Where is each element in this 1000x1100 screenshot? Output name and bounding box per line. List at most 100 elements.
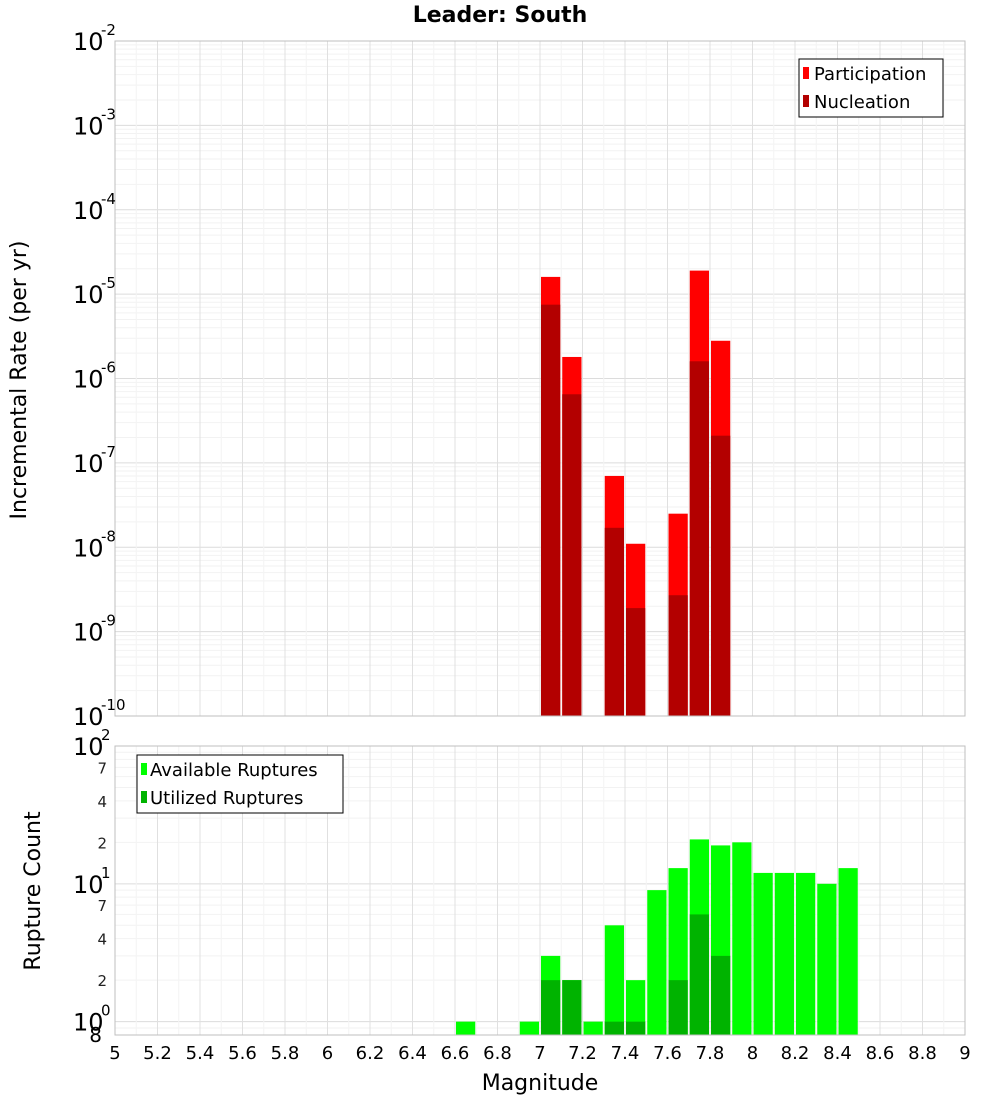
x-tick-label: 7.2: [568, 1043, 597, 1064]
available-legend-label: Available Ruptures: [150, 760, 318, 781]
bottom-y-tick: 100: [73, 1002, 111, 1037]
available-ruptures-bar: [817, 883, 837, 1035]
top-y-tick: 10-9: [73, 612, 116, 647]
nucleation-bar: [668, 595, 688, 716]
bottom-y-minor-tick: 8: [89, 1023, 102, 1047]
available-ruptures-bar: [774, 872, 794, 1035]
tick-base: 10: [73, 534, 104, 562]
utilized-ruptures-bar: [689, 914, 709, 1035]
bottom-y-minor-tick: 2: [97, 972, 107, 990]
top-y-tick: 10-10: [73, 696, 126, 731]
nucleation-legend-label: Nucleation: [814, 92, 910, 113]
x-tick-labels: 5 5.2 5.4 5.6 5.8 6 6.2 6.4 6.6 6.8 7 7.2 7.4 7.6 7.8 8…: [109, 1043, 970, 1064]
x-tick-label: 8.4: [823, 1043, 852, 1064]
x-tick-label: 8.2: [781, 1043, 810, 1064]
tick-base: 10: [73, 619, 104, 647]
tick-exponent: -2: [101, 21, 116, 39]
utilized-ruptures-bar: [541, 980, 561, 1035]
x-tick-label: 6: [322, 1043, 333, 1064]
available-ruptures-bar: [626, 980, 646, 1035]
bottom-y-minor-tick: 2: [97, 834, 107, 852]
tick-exponent: -10: [101, 696, 126, 714]
tick-exponent: -6: [101, 359, 116, 377]
top-y-tick: 10-5: [73, 274, 116, 309]
x-tick-label: 5.6: [228, 1043, 257, 1064]
top-y-tick: 10-7: [73, 443, 116, 478]
tick-exponent: -3: [101, 105, 116, 123]
tick-exponent: -9: [101, 612, 116, 630]
tick-exponent: -8: [101, 527, 116, 545]
tick-base: 10: [73, 281, 104, 309]
bottom-legend: Available Ruptures Utilized Ruptures: [136, 754, 344, 814]
nucleation-bar: [626, 608, 646, 716]
available-ruptures-bar: [753, 872, 773, 1035]
tick-base: 10: [73, 733, 104, 761]
tick-base: 10: [73, 450, 104, 478]
utilized-ruptures-bar: [711, 955, 731, 1035]
x-axis-label: Magnitude: [482, 1071, 599, 1096]
utilized-ruptures-bar: [668, 980, 688, 1035]
tick-exponent: 1: [101, 864, 111, 882]
bottom-y-tick: 102: [73, 726, 111, 761]
participation-legend-swatch: [803, 67, 809, 79]
available-ruptures-bar: [647, 890, 667, 1035]
utilized-legend-label: Utilized Ruptures: [150, 788, 303, 809]
x-tick-label: 5.4: [186, 1043, 215, 1064]
available-ruptures-bar: [519, 1021, 539, 1035]
tick-exponent: -4: [101, 190, 116, 208]
tick-base: 10: [73, 366, 104, 394]
bottom-legend-box: [136, 754, 344, 814]
tick-base: 10: [73, 703, 104, 731]
available-ruptures-bar: [838, 868, 858, 1035]
bottom-y-minor-tick: 4: [97, 931, 107, 949]
utilized-ruptures-bar: [604, 1021, 624, 1035]
top-y-tick: 10-4: [73, 190, 116, 225]
tick-base: 10: [73, 871, 104, 899]
bottom-y-minor-tick: 7: [97, 759, 107, 777]
nucleation-bar: [604, 527, 624, 716]
x-tick-label: 8: [747, 1043, 758, 1064]
bottom-y-axis-label: Rupture Count: [21, 811, 46, 971]
top-plot-border: [114, 40, 966, 717]
bottom-y-minor-tick: 7: [97, 897, 107, 915]
tick-exponent: 0: [101, 1002, 111, 1020]
x-tick-label: 6.4: [398, 1043, 427, 1064]
tick-base: 10: [73, 112, 104, 140]
top-legend: Participation Nucleation: [798, 58, 944, 118]
x-tick-label: 6.6: [441, 1043, 470, 1064]
chart-title: Leader: South: [413, 3, 588, 28]
x-tick-label: 7.4: [611, 1043, 640, 1064]
x-tick-label: 7.6: [653, 1043, 682, 1064]
top-y-axis-label: Incremental Rate (per yr): [7, 241, 32, 520]
tick-exponent: 2: [101, 726, 111, 744]
bottom-plot-border: [114, 745, 966, 1036]
x-tick-label: 6.8: [483, 1043, 512, 1064]
utilized-ruptures-bar: [626, 1021, 646, 1035]
top-bars: [541, 270, 731, 716]
utilized-legend-swatch: [141, 791, 147, 803]
available-ruptures-bar: [456, 1021, 476, 1035]
nucleation-bar: [711, 435, 731, 716]
tick-base: 10: [73, 1009, 104, 1037]
available-ruptures-bar: [732, 842, 752, 1035]
available-legend-swatch: [141, 763, 147, 775]
top-y-tick: 10-6: [73, 359, 116, 394]
participation-legend-label: Participation: [814, 64, 926, 85]
x-tick-label: 9: [959, 1043, 970, 1064]
bottom-y-minor-tick: 4: [97, 793, 107, 811]
available-ruptures-bar: [604, 925, 624, 1035]
x-tick-label: 7: [534, 1043, 545, 1064]
nucleation-bar: [541, 304, 561, 716]
top-grid: [114, 41, 966, 717]
x-tick-label: 5.2: [143, 1043, 172, 1064]
top-y-tick: 10-8: [73, 527, 116, 562]
available-ruptures-bar: [583, 1021, 603, 1035]
top-legend-box: [798, 58, 944, 118]
tick-base: 10: [73, 28, 104, 56]
available-ruptures-bar: [796, 872, 816, 1035]
